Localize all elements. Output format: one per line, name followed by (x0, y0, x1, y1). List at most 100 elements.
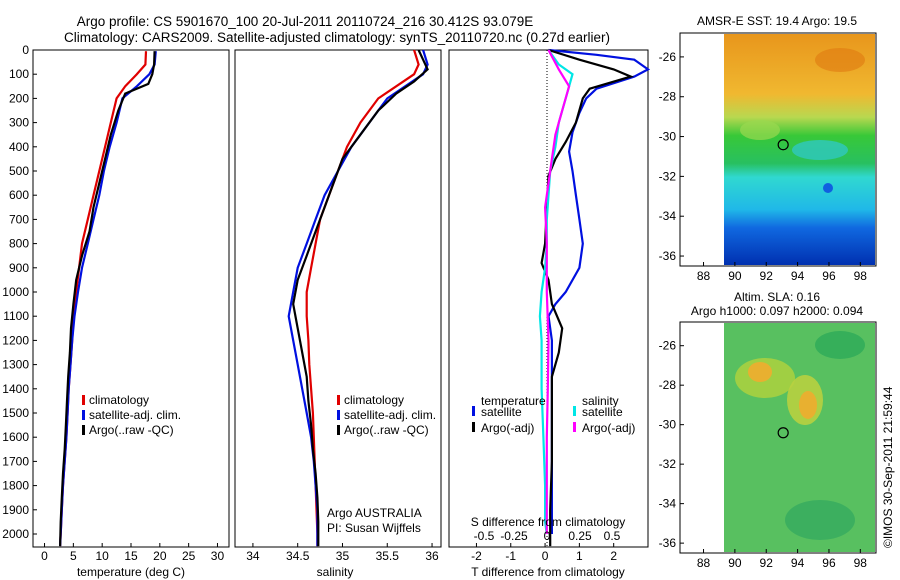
difference-legend: temperature satellite Argo(-adj) salinit… (472, 394, 635, 435)
depth-tick-label: 2000 (2, 527, 29, 541)
depth-tick-label: 900 (9, 261, 29, 275)
legend-swatch-temp-argo (472, 422, 475, 432)
legend-sal-satellite: satellite (582, 405, 623, 419)
sst-patch-1 (792, 140, 848, 160)
depth-tick-label: 1100 (3, 309, 29, 323)
sla-map-y-ticks: -26 -28 -30 -32 -34 -36 (659, 339, 684, 550)
map-y-tick-label: -34 (659, 497, 677, 511)
secondary-tick-label: 0.25 (568, 529, 592, 543)
x-tick-label: 0 (41, 549, 48, 563)
sst-map-y-ticks: -26 -28 -30 -32 -34 -36 (659, 50, 684, 263)
differences-line-0 (547, 48, 651, 534)
x-tick-label: 10 (95, 549, 109, 563)
depth-tick-label: 0 (22, 43, 29, 57)
map-x-tick-label: 96 (822, 269, 836, 283)
map-y-tick-label: -36 (659, 249, 677, 263)
x-tick-label: 36 (425, 549, 439, 563)
legend-swatch-sal-argo (573, 422, 576, 432)
salinity-axes (234, 49, 442, 548)
x-tick-label: -1 (505, 549, 516, 563)
difference-secondary-xlabel: S difference from climatology (471, 515, 626, 529)
temperature-xlabel: temperature (deg C) (77, 565, 185, 579)
x-tick-label: 2 (610, 549, 617, 563)
legend-salinity-heading: salinity (582, 394, 619, 408)
x-tick-label: -2 (471, 549, 482, 563)
salinity-annotation-line1: Argo AUSTRALIA (327, 506, 422, 520)
difference-axes (448, 49, 649, 548)
imos-timestamp: ©IMOS 30-Sep-2011 21:59:44 (881, 386, 895, 548)
depth-tick-label: 100 (9, 67, 29, 81)
sst-argo-marker (777, 139, 789, 151)
map-x-tick-label: 92 (760, 556, 774, 570)
legend-swatch (82, 395, 85, 405)
secondary-tick-label: 0.5 (604, 529, 621, 543)
legend-temperature-heading: temperature (481, 394, 546, 408)
depth-tick-label: 1800 (2, 479, 29, 493)
depth-tick-label: 200 (9, 91, 29, 105)
secondary-tick-label: 0 (544, 529, 551, 543)
map-y-tick-label: -28 (659, 378, 677, 392)
depth-tick-label: 400 (9, 140, 29, 154)
figure-title-line2: Climatology: CARS2009. Satellite-adjuste… (64, 30, 610, 45)
depth-tick-label: 800 (9, 237, 29, 251)
salinity-xlabel: salinity (317, 565, 354, 579)
x-tick-label: 5 (70, 549, 77, 563)
legend-temp-argo: Argo(-adj) (481, 421, 534, 435)
x-tick-label: 35.5 (376, 549, 400, 563)
depth-tick-label: 500 (9, 164, 29, 178)
figure-title-line1: Argo profile: CS 5901670_100 20-Jul-2011… (77, 14, 534, 29)
depth-tick-label: 1300 (2, 358, 29, 372)
sst-patch-3 (823, 183, 833, 193)
x-tick-label: 15 (124, 549, 138, 563)
x-tick-label: 1 (576, 549, 583, 563)
salinity-x-ticks: 34 34.5 35 35.5 36 (246, 543, 439, 563)
secondary-tick-label: -0.25 (500, 529, 528, 543)
map-x-tick-label: 94 (791, 556, 805, 570)
temperature-panel: 0100200300400500600700800900100011001200… (2, 43, 230, 579)
salinity-annotation-line2: PI: Susan Wijffels (327, 521, 421, 535)
legend-swatch (337, 410, 340, 420)
sla-patch-4 (799, 391, 817, 419)
x-tick-label: 34.5 (286, 549, 310, 563)
map-y-tick-label: -36 (659, 536, 677, 550)
x-tick-label: 20 (153, 549, 167, 563)
legend-swatch-temp-satellite (472, 406, 475, 416)
salinity-panel: 34 34.5 35 35.5 36 salinity climatologysatel… (234, 49, 442, 579)
sla-argo-marker (777, 427, 789, 439)
legend-swatch (82, 425, 85, 435)
legend-swatch (337, 425, 340, 435)
difference-secondary-ticks: -0.5 -0.25 0 0.25 0.5 (474, 529, 621, 543)
temperature-x-ticks: 0 5 10 15 20 25 30 (41, 543, 224, 563)
difference-series (538, 48, 651, 547)
map-y-tick-label: -26 (659, 339, 677, 353)
legend-temp-satellite: satellite (481, 405, 522, 419)
legend-label: Argo(..raw -QC) (344, 423, 429, 437)
legend-label: climatology (344, 393, 404, 407)
map-x-tick-label: 98 (854, 556, 868, 570)
sla-patch-2 (748, 362, 772, 382)
salinity-series (287, 49, 429, 547)
legend-label: satellite-adj. clim. (344, 408, 436, 422)
x-tick-label: 0 (542, 549, 549, 563)
depth-tick-label: 1700 (2, 454, 29, 468)
depth-tick-label: 700 (9, 212, 29, 226)
sla-map-title-line1: Altim. SLA: 0.16 (734, 290, 820, 304)
sla-map-x-ticks: 88 90 92 94 96 98 (697, 549, 867, 570)
map-y-tick-label: -32 (659, 169, 677, 183)
map-x-tick-label: 90 (728, 556, 742, 570)
x-tick-label: 30 (211, 549, 225, 563)
sst-patch-2 (740, 120, 780, 140)
legend-sal-argo: Argo(-adj) (582, 421, 635, 435)
depth-tick-label: 1200 (2, 333, 29, 347)
sst-map-title: AMSR-E SST: 19.4 Argo: 19.5 (697, 14, 857, 28)
map-y-tick-label: -30 (659, 130, 677, 144)
difference-panel: -2 -1 0 1 2 S difference from climatology -0… (448, 48, 651, 579)
secondary-tick-label: -0.5 (474, 529, 495, 543)
sst-map-panel: AMSR-E SST: 19.4 Argo: 19.5 -26 -28 -30 -32… (659, 14, 877, 283)
legend-swatch-sal-satellite (573, 406, 576, 416)
depth-tick-label: 300 (9, 116, 29, 130)
map-x-tick-label: 92 (760, 269, 774, 283)
